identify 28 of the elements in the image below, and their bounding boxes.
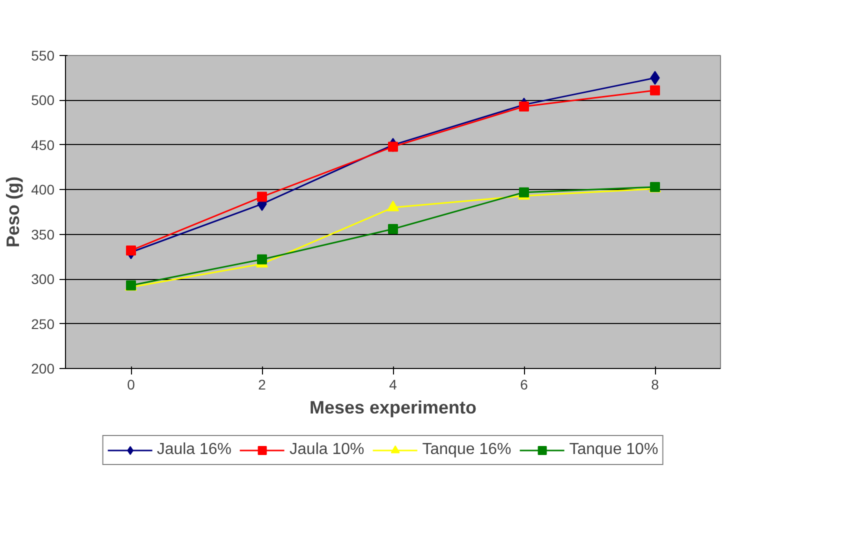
point <box>388 224 398 234</box>
x-tick-label: 0 <box>127 376 136 392</box>
point <box>650 85 660 96</box>
legend-label: Tanque 10% <box>569 441 658 459</box>
x-tick-label: 8 <box>651 376 660 392</box>
y-tick-label: 250 <box>31 316 55 332</box>
legend-label: Tanque 16% <box>422 441 512 459</box>
y-tick-label: 300 <box>31 271 55 288</box>
x-tick-label: 6 <box>520 376 528 392</box>
legend-label: Jaula 16% <box>156 441 232 459</box>
point <box>388 142 398 152</box>
y-tick-label: 350 <box>31 226 55 242</box>
point <box>126 245 136 256</box>
y-tick-label: 550 <box>31 48 55 64</box>
point <box>519 101 529 112</box>
y-tick-label: 450 <box>31 136 55 153</box>
x-tick-label: 4 <box>389 376 398 392</box>
point <box>257 254 267 264</box>
x-tick-label: 2 <box>258 376 266 392</box>
y-tick-label: 200 <box>31 360 55 376</box>
y-axis-title: Peso (g) <box>3 176 24 248</box>
y-tick-label: 400 <box>31 182 55 198</box>
x-axis-title: Meses experimento <box>309 398 477 418</box>
legend-label: Jaula 10% <box>290 441 364 459</box>
point <box>519 187 529 198</box>
point <box>387 200 399 212</box>
point <box>257 192 267 202</box>
y-tick-label: 500 <box>31 92 55 108</box>
